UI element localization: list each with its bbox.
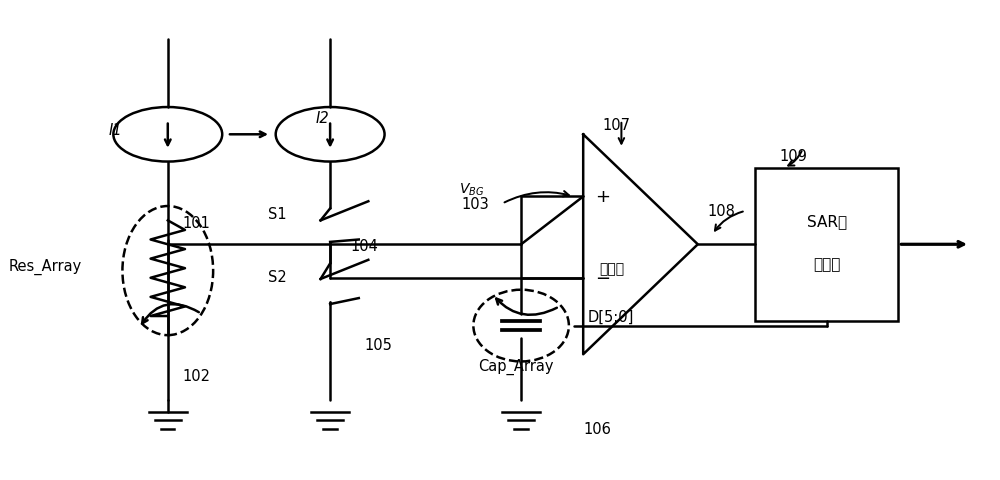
Text: 101: 101 — [182, 216, 210, 231]
Text: I2: I2 — [316, 111, 329, 126]
Text: 辑电路: 辑电路 — [813, 256, 840, 271]
Text: $V_{BG}$: $V_{BG}$ — [459, 182, 484, 198]
Text: SAR逻: SAR逻 — [807, 214, 847, 228]
Text: 102: 102 — [182, 369, 210, 384]
Text: +: + — [595, 188, 610, 206]
Text: I1: I1 — [108, 123, 122, 138]
Text: 109: 109 — [779, 149, 807, 164]
Text: Res_Array: Res_Array — [9, 258, 82, 275]
Text: 105: 105 — [364, 337, 392, 352]
Text: −: − — [595, 269, 610, 287]
Text: S1: S1 — [268, 206, 287, 221]
Text: 107: 107 — [602, 118, 630, 133]
Text: 108: 108 — [707, 204, 735, 219]
Text: S2: S2 — [268, 269, 287, 285]
Text: 106: 106 — [583, 421, 611, 436]
Text: D[5:0]: D[5:0] — [588, 309, 634, 324]
Text: 比较器: 比较器 — [599, 262, 624, 276]
Text: 103: 103 — [462, 197, 490, 212]
Text: Cap_Array: Cap_Array — [479, 359, 554, 374]
Text: 104: 104 — [350, 238, 378, 253]
